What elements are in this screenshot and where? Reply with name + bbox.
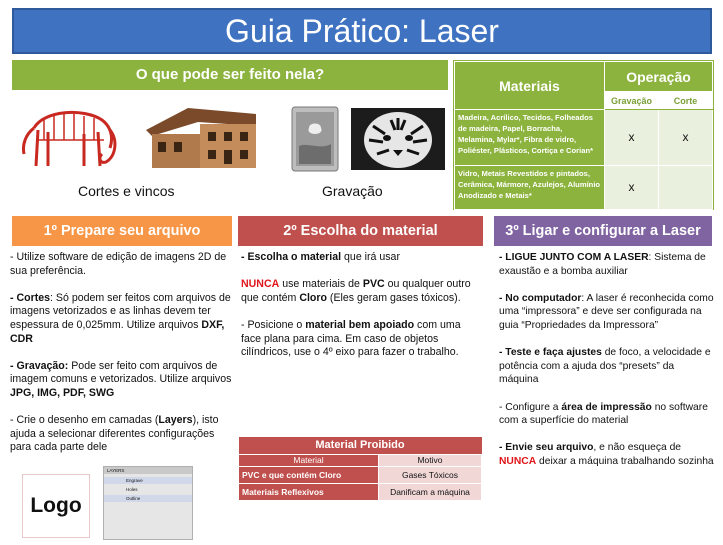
- step2-paragraph-3: - Posicione o material bem apoiado com u…: [241, 318, 461, 359]
- forbidden-reason-1: Gases Tóxicos: [378, 465, 482, 484]
- cut-mark-2: [658, 165, 713, 210]
- forbidden-table-title: Material Proibido: [238, 437, 482, 454]
- materials-table: Materiais Operação Gravação Corte Madeir…: [453, 60, 714, 210]
- step2-paragraph-2: NUNCA use materiais de PVC ou qualquer o…: [241, 278, 471, 304]
- layers-panel-screenshot: LAYERS Engrave Holes Outline: [103, 466, 193, 540]
- step3-paragraph-2: - No computador: A laser é reconhecida c…: [499, 292, 714, 331]
- engrave-mark-2: x: [604, 165, 659, 210]
- cut-mark-1: x: [658, 109, 713, 166]
- forbidden-col-material: Material: [238, 453, 379, 467]
- step3-paragraph-1: - LIGUE JUNTO COM A LASER: Sistema de ex…: [499, 252, 706, 277]
- cut-subheader: Corte: [658, 91, 713, 110]
- step1-heading: 1º Prepare seu arquivo: [12, 216, 232, 246]
- layers-panel-title: LAYERS: [104, 467, 192, 474]
- caption-engraving: Gravação: [322, 183, 383, 199]
- materials-row-2: Vidro, Metais Revestidos e pintados, Cer…: [454, 165, 605, 210]
- step3-paragraph-5: - Envie seu arquivo, e não esqueça de NU…: [499, 442, 714, 467]
- engrave-mark-1: x: [604, 109, 659, 166]
- engrave-subheader: Gravação: [604, 91, 659, 110]
- step3-text: - LIGUE JUNTO COM A LASER: Sistema de ex…: [499, 251, 715, 482]
- layers-panel-row: Outline: [104, 495, 192, 502]
- engraved-laptop-image: [291, 106, 339, 172]
- step3-paragraph-3: - Teste e faça ajustes de foco, a veloci…: [499, 347, 711, 386]
- step2-paragraph-1: - Escolha o material que irá usar: [241, 251, 400, 263]
- materials-row-1: Madeira, Acrílico, Tecidos, Folheados de…: [454, 109, 605, 166]
- forbidden-materials-table: Material Proibido Material Motivo PVC e …: [238, 437, 482, 501]
- step1-paragraph-1: - Utilize software de edição de imagens …: [10, 251, 227, 277]
- step1-paragraph-2: - Cortes: Só podem ser feitos com arquiv…: [10, 291, 231, 345]
- step1-paragraph-4: - Crie o desenho em camadas (Layers), is…: [10, 414, 219, 454]
- forbidden-material-2: Materiais Reflexivos: [238, 482, 379, 501]
- step1-text: - Utilize software de edição de imagens …: [10, 251, 234, 469]
- page-title: Guia Prático: Laser: [12, 8, 712, 54]
- step2-text: - Escolha o material que irá usar NUNCA …: [241, 251, 479, 373]
- what-section-heading: O que pode ser feito nela?: [12, 60, 448, 90]
- step2-heading: 2º Escolha do material: [238, 216, 483, 246]
- operation-header: Operação: [604, 61, 713, 92]
- wooden-house-model-image: [146, 108, 256, 168]
- forbidden-reason-2: Danificam a máquina: [378, 482, 482, 501]
- logo-example-image: Logo: [22, 474, 90, 538]
- layers-panel-row: Holes: [126, 487, 138, 492]
- step3-heading: 3º Ligar e configurar a Laser: [494, 216, 712, 246]
- layers-panel-row: Engrave: [104, 477, 192, 484]
- engraved-tiger-image: [351, 108, 445, 170]
- forbidden-material-1: PVC e que contém Cloro: [238, 465, 379, 484]
- caption-cuts: Cortes e vincos: [78, 183, 175, 199]
- forbidden-col-reason: Motivo: [378, 453, 482, 467]
- materials-header: Materiais: [454, 61, 605, 110]
- step3-paragraph-4: - Configure a área de impressão no softw…: [499, 401, 708, 427]
- step1-paragraph-3: - Gravação: Pode ser feito com arquivos …: [10, 359, 232, 399]
- mammoth-model-image: [22, 110, 117, 167]
